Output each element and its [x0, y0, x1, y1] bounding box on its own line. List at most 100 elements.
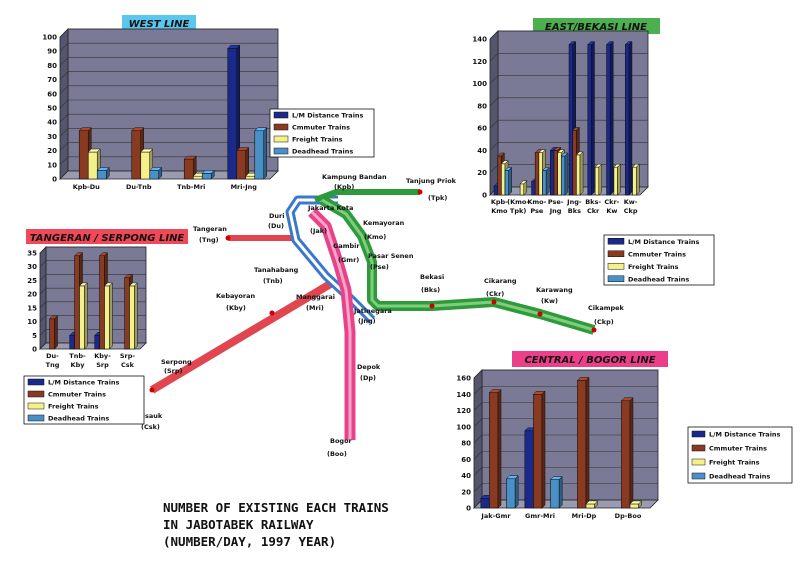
x-tick-label: Ckr- [604, 198, 619, 206]
gridline [489, 53, 499, 62]
bar-side [497, 389, 502, 509]
legend-label: Cmmuter Trains [292, 124, 350, 132]
gridline [59, 128, 69, 137]
station-code: (Srp) [164, 367, 183, 375]
station-code: (Ckp) [594, 318, 614, 326]
bar [560, 152, 569, 196]
gridline [59, 85, 69, 95]
legend-swatch [27, 390, 45, 398]
legend-swatch [273, 147, 289, 155]
station-code: (Jng) [358, 317, 376, 325]
station-name: Karawang [536, 286, 573, 294]
bar-face [227, 48, 238, 180]
y-tick-label: 60 [477, 125, 487, 133]
bar-face [538, 152, 543, 196]
gridline [473, 451, 483, 460]
bar-side [585, 376, 590, 509]
gridline [473, 402, 483, 411]
bar-face [629, 503, 639, 509]
gridline [39, 342, 47, 350]
gridline [489, 119, 499, 129]
station-name: Jakarta Kota [307, 204, 353, 212]
gridline [59, 57, 69, 66]
bar-face [587, 44, 592, 196]
gridline [473, 434, 483, 444]
legend-swatch [691, 444, 706, 452]
y-tick-label: 0 [32, 346, 37, 354]
y-tick-label: 10 [27, 318, 37, 326]
x-tick-label: Bks [568, 207, 581, 215]
legend-box [687, 426, 793, 484]
legend-label: Cmmuter Trains [628, 250, 686, 258]
legend: L/M Distance Trains Cmmuter Trains Freight… [687, 426, 793, 484]
station-name: Depok [357, 363, 381, 371]
x-tick-label: Jak-Gmr [480, 512, 511, 520]
central-line-title: CENTRAL / BOGOR LINE [524, 355, 655, 366]
y-tick-label: 100 [472, 80, 487, 88]
y-tick-label: 100 [456, 423, 471, 431]
bar-face [572, 130, 577, 196]
legend-swatch [691, 472, 706, 480]
bar [236, 146, 250, 180]
legend: L/M Distance Trains Cmmuter Trains Freight… [23, 375, 145, 425]
bar-face [560, 155, 566, 196]
bar [549, 475, 563, 509]
x-tick-label: Bks- [585, 198, 601, 206]
bar-face [131, 130, 142, 180]
legend-label: Freight Trains [628, 263, 679, 271]
bar-side [591, 40, 595, 196]
bar [620, 397, 634, 509]
east-line-title: EAST/BEKASI LINE [545, 22, 647, 33]
bar-face [504, 170, 509, 196]
bar-side [158, 166, 162, 180]
x-tick-label: Kmo [491, 207, 508, 215]
station-code: (Kw) [541, 297, 558, 305]
bar-face [493, 185, 499, 196]
legend-label: Cmmuter Trains [709, 445, 767, 453]
station-name: Duri [269, 212, 284, 220]
x-tick-label: Kmo- [527, 198, 546, 206]
station-name: Kemayoran [363, 219, 405, 227]
bar [128, 282, 138, 350]
legend-label: Deadhead Trains [628, 275, 689, 283]
station-code: (Jak) [310, 227, 327, 235]
bar-face [531, 181, 536, 196]
legend-swatch [27, 402, 45, 410]
bar-face [94, 334, 100, 350]
bar-side [106, 166, 110, 180]
bar-face [99, 255, 105, 350]
bar-side [109, 282, 113, 350]
bar [532, 390, 546, 509]
bar [613, 163, 622, 196]
y-tick-label: 10 [47, 161, 57, 169]
bar-face [533, 393, 543, 509]
legend-swatch [607, 275, 625, 282]
bar-side [628, 40, 633, 196]
gridline [39, 274, 47, 281]
main-title: NUMBER OF EXISTING EACH TRAINS IN JABOTA… [163, 500, 389, 549]
bar-face [606, 44, 611, 196]
bar-side [617, 163, 621, 196]
x-tick-label: Pse [530, 207, 544, 215]
bar-face [489, 392, 499, 509]
station-name: Jatinegara [353, 307, 392, 315]
legend: L/M Distance Trains Cmmuter Trains Freight… [269, 108, 375, 158]
legend-label: Deadhead Trains [292, 148, 353, 156]
bar [149, 166, 163, 180]
station-code: (Mri) [306, 304, 324, 312]
bar-face [69, 334, 75, 350]
bar [605, 40, 614, 196]
station-dot-kw [537, 311, 543, 317]
bar [78, 282, 88, 350]
station-code: (Kmo) [364, 233, 386, 241]
east-line-badge [533, 18, 660, 34]
bar [576, 376, 590, 509]
tangerang-line-badge [26, 229, 188, 244]
plot-side-wall [489, 30, 499, 196]
bar-side [638, 500, 642, 509]
y-tick-label: 25 [27, 277, 37, 285]
bar-face [550, 479, 560, 509]
y-tick-label: 100 [42, 34, 57, 42]
station-name: Cikampek [588, 304, 625, 312]
main-title-line-3: (NUMBER/DAY, 1997 YEAR) [163, 534, 336, 549]
